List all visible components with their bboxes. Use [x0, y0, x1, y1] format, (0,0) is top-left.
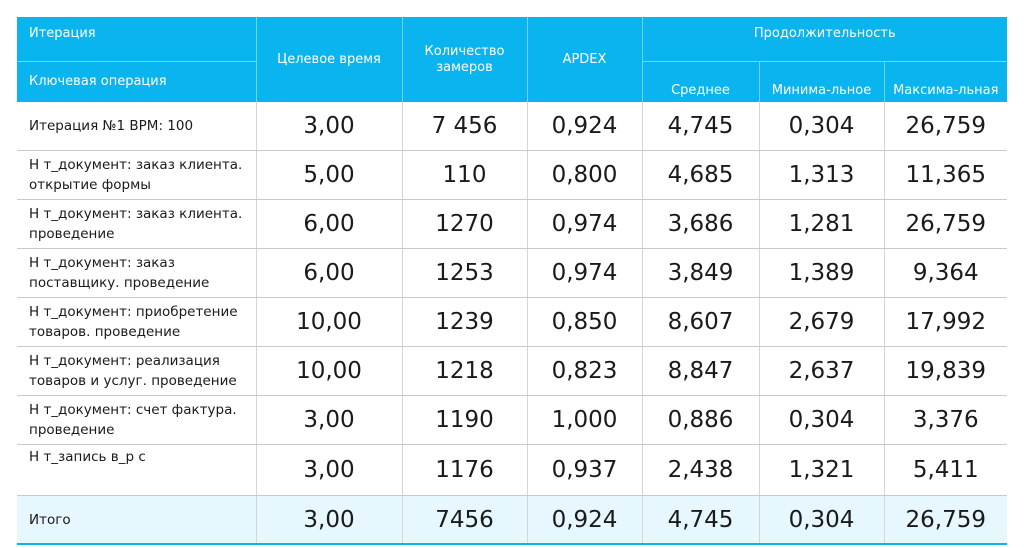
operation-name: Н т_документ: приобретение товаров. пров…: [17, 297, 256, 347]
apdex-value: 0,924: [526, 495, 642, 545]
count-value: 1218: [401, 346, 527, 396]
operation-name: Н т_документ: реализация товаров и услуг…: [17, 346, 256, 396]
min-value: 0,304: [758, 102, 884, 151]
min-value: 0,304: [758, 495, 884, 545]
apdex-value: 0,800: [526, 150, 642, 200]
header-apdex: APDEX: [526, 17, 642, 102]
header-max: Максима-льная: [883, 61, 1008, 102]
target-time-value: 3,00: [255, 395, 402, 445]
performance-table: Итерация Целевое время Количество замеро…: [17, 17, 1008, 545]
count-value: 1270: [401, 199, 527, 249]
total-row: Итого 3,00 7456 0,924 4,745 0,304 26,759: [17, 495, 1008, 545]
count-value: 1190: [401, 395, 527, 445]
header-count: Количество замеров: [401, 17, 527, 102]
min-value: 1,389: [758, 248, 884, 298]
operation-name: Н т_документ: заказ поставщику. проведен…: [17, 248, 256, 298]
target-time-value: 3,00: [255, 102, 402, 151]
count-value: 1176: [401, 444, 527, 496]
total-label: Итого: [17, 495, 256, 545]
max-value: 19,839: [883, 346, 1008, 396]
count-value: 1253: [401, 248, 527, 298]
max-value: 3,376: [883, 395, 1008, 445]
operation-name: Итерация №1 BPM: 100: [17, 102, 256, 151]
header-iteration: Итерация: [17, 17, 256, 62]
count-value: 7 456: [401, 102, 527, 151]
header-avg: Среднее: [641, 61, 759, 102]
table-row: Н т_документ: заказ клиента. проведение …: [17, 199, 1008, 249]
count-value: 7456: [401, 495, 527, 545]
avg-value: 3,849: [641, 248, 759, 298]
count-value: 110: [401, 150, 527, 200]
target-time-value: 6,00: [255, 199, 402, 249]
target-time-value: 10,00: [255, 297, 402, 347]
max-value: 26,759: [883, 199, 1008, 249]
avg-value: 2,438: [641, 444, 759, 496]
count-value: 1239: [401, 297, 527, 347]
apdex-value: 0,924: [526, 102, 642, 151]
table-header: Итерация Целевое время Количество замеро…: [17, 17, 1008, 102]
table-row: Н т_документ: приобретение товаров. пров…: [17, 297, 1008, 347]
apdex-value: 0,850: [526, 297, 642, 347]
table-row: Н т_документ: заказ поставщику. проведен…: [17, 248, 1008, 298]
operation-name: Н т_документ: заказ клиента. открытие фо…: [17, 150, 256, 200]
target-time-value: 3,00: [255, 495, 402, 545]
header-min: Минима-льное: [758, 61, 884, 102]
header-target-time: Целевое время: [255, 17, 402, 102]
avg-value: 4,685: [641, 150, 759, 200]
max-value: 26,759: [883, 102, 1008, 151]
apdex-value: 0,937: [526, 444, 642, 496]
target-time-value: 10,00: [255, 346, 402, 396]
operation-name: Н т_запись в_р с: [17, 444, 256, 496]
min-value: 2,679: [758, 297, 884, 347]
avg-value: 0,886: [641, 395, 759, 445]
table-row: Итерация №1 BPM: 100 3,00 7 456 0,924 4,…: [17, 102, 1008, 151]
min-value: 2,637: [758, 346, 884, 396]
min-value: 1,313: [758, 150, 884, 200]
max-value: 17,992: [883, 297, 1008, 347]
apdex-value: 0,974: [526, 199, 642, 249]
avg-value: 3,686: [641, 199, 759, 249]
target-time-value: 6,00: [255, 248, 402, 298]
table-row: Н т_документ: реализация товаров и услуг…: [17, 346, 1008, 396]
avg-value: 4,745: [641, 495, 759, 545]
table-row: Н т_документ: счет фактура. проведение 3…: [17, 395, 1008, 445]
target-time-value: 3,00: [255, 444, 402, 496]
avg-value: 8,847: [641, 346, 759, 396]
table-body: Итерация №1 BPM: 100 3,00 7 456 0,924 4,…: [17, 102, 1008, 545]
min-value: 1,281: [758, 199, 884, 249]
max-value: 26,759: [883, 495, 1008, 545]
header-duration: Продолжительность: [641, 17, 1008, 62]
avg-value: 4,745: [641, 102, 759, 151]
avg-value: 8,607: [641, 297, 759, 347]
max-value: 9,364: [883, 248, 1008, 298]
table-row: Н т_документ: заказ клиента. открытие фо…: [17, 150, 1008, 200]
min-value: 0,304: [758, 395, 884, 445]
apdex-value: 0,974: [526, 248, 642, 298]
max-value: 5,411: [883, 444, 1008, 496]
apdex-value: 0,823: [526, 346, 642, 396]
table-row: Н т_запись в_р с 3,00 1176 0,937 2,438 1…: [17, 444, 1008, 496]
target-time-value: 5,00: [255, 150, 402, 200]
operation-name: Н т_документ: заказ клиента. проведение: [17, 199, 256, 249]
apdex-value: 1,000: [526, 395, 642, 445]
max-value: 11,365: [883, 150, 1008, 200]
header-key-operation: Ключевая операция: [17, 61, 256, 102]
min-value: 1,321: [758, 444, 884, 496]
operation-name: Н т_документ: счет фактура. проведение: [17, 395, 256, 445]
